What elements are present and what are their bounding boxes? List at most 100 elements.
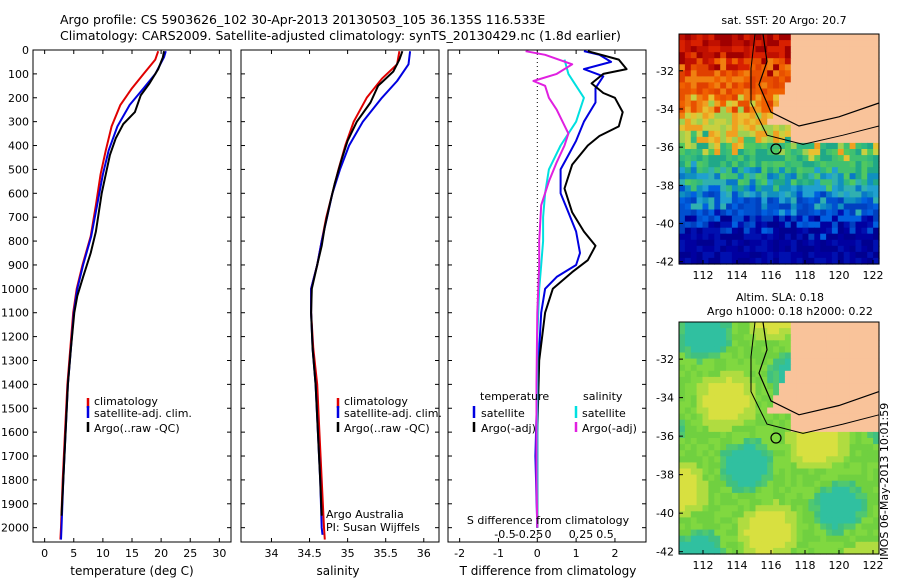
map-cell (708, 257, 715, 265)
map-cell (849, 209, 857, 217)
map-cell (843, 480, 851, 488)
map-cell (867, 100, 874, 108)
map-cell (861, 328, 868, 335)
map-cell (773, 535, 780, 543)
map-cell (702, 118, 709, 126)
map-cell (849, 547, 857, 555)
map-cell (831, 376, 839, 384)
map-cell (826, 364, 833, 372)
map-cell (714, 474, 721, 482)
map-cell (773, 364, 780, 372)
map-cell (684, 328, 692, 335)
map-cell (855, 438, 862, 445)
map-cell (779, 185, 786, 192)
map-cell (720, 167, 727, 174)
map-cell (720, 419, 727, 427)
map-cell (826, 34, 833, 41)
map-cell (714, 492, 721, 500)
map-cell (849, 257, 857, 265)
map-cell (873, 64, 880, 71)
map-cell (696, 88, 704, 96)
map-cell (679, 541, 686, 549)
map-cell (849, 328, 857, 335)
map-cell (790, 450, 798, 457)
map-cell (861, 322, 868, 329)
map-cell (714, 352, 721, 360)
map-cell (743, 541, 751, 549)
map-cell (796, 34, 804, 41)
map-cell (861, 82, 868, 90)
map-cell (720, 233, 727, 241)
map-cell (708, 245, 715, 253)
map-cell (755, 529, 762, 537)
map-cell (826, 203, 833, 211)
map-cell (849, 58, 857, 65)
map-cell (755, 480, 762, 488)
map-cell (708, 474, 715, 482)
map-cell (720, 529, 727, 537)
map-cell (749, 517, 757, 525)
map-cell (690, 389, 698, 396)
map-cell (873, 142, 880, 150)
map-cell (867, 112, 874, 120)
map-cell (849, 450, 857, 457)
map-cell (761, 239, 768, 247)
map-cell (814, 76, 821, 84)
map-cell (761, 395, 768, 402)
map-cell (720, 221, 727, 229)
map-cell (749, 161, 757, 168)
map-cell (773, 474, 780, 482)
map-cell (684, 251, 692, 259)
map-cell (749, 221, 757, 229)
map-cell (761, 499, 768, 506)
map-cell (708, 340, 715, 347)
map-x-tick-label: 118 (795, 269, 816, 282)
map-cell (779, 149, 786, 156)
map-cell (761, 505, 768, 512)
map-cell (790, 358, 798, 366)
map-x-tick-label: 116 (761, 559, 782, 572)
map-cell (749, 486, 757, 494)
map-cell (690, 34, 698, 41)
map-cell (826, 136, 833, 144)
map-cell (696, 112, 704, 120)
map-cell (743, 444, 751, 451)
map-cell (755, 407, 762, 415)
map-cell (843, 450, 851, 457)
map-cell (690, 419, 698, 427)
map-cell (779, 100, 786, 108)
map-cell (773, 492, 780, 500)
map-cell (796, 456, 804, 463)
map-cell (690, 179, 698, 186)
map-cell (714, 136, 721, 144)
map-cell (873, 70, 880, 77)
map-cell (684, 197, 692, 205)
map-cell (849, 340, 857, 347)
map-cell (679, 517, 686, 525)
map-cell (708, 535, 715, 543)
map-cell (743, 529, 751, 537)
map-cell (761, 149, 768, 156)
map-cell (690, 155, 698, 162)
map-cell (814, 322, 821, 329)
map-cell (837, 395, 845, 402)
map-cell (796, 124, 804, 132)
map-cell (743, 233, 751, 241)
map-cell (861, 505, 868, 512)
map-cell (843, 112, 851, 120)
map-cell (720, 456, 727, 463)
map-cell (790, 221, 798, 229)
map-cell (749, 167, 757, 174)
map-cell (820, 364, 827, 372)
map-cell (843, 352, 851, 360)
map-cell (726, 468, 733, 476)
map-cell (779, 34, 786, 41)
map-cell (755, 82, 762, 90)
map-cell (731, 389, 739, 396)
map-cell (849, 106, 857, 114)
map-cell (737, 124, 745, 132)
map-cell (784, 118, 792, 126)
map-cell (761, 257, 768, 265)
legend-argo: Argo(..raw -QC) (94, 422, 180, 435)
map-cell (767, 383, 774, 390)
